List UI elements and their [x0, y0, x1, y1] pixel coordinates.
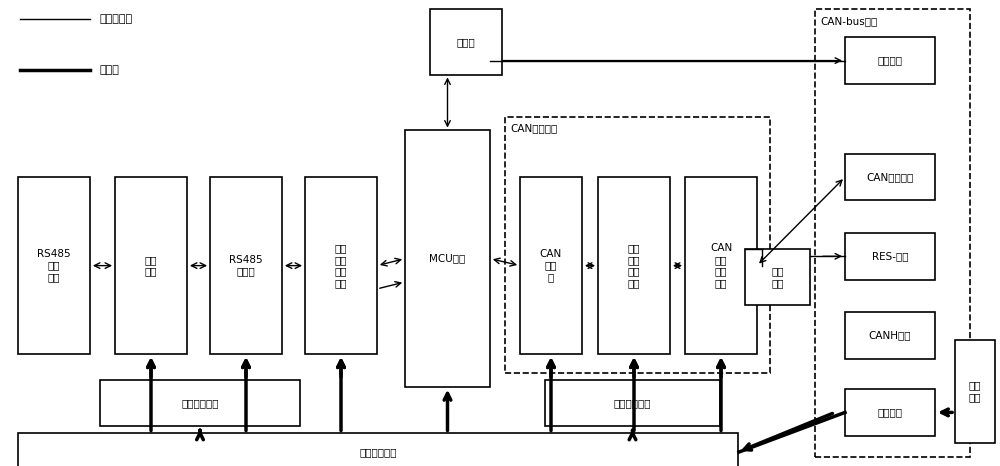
Text: CAN-bus接口: CAN-bus接口	[820, 16, 877, 26]
Text: 滤波
电路: 滤波 电路	[145, 255, 157, 276]
FancyBboxPatch shape	[845, 154, 935, 200]
Text: 第一隔离电路: 第一隔离电路	[614, 398, 651, 408]
Text: RES-接口: RES-接口	[872, 251, 908, 261]
Text: 配置接口: 配置接口	[878, 55, 902, 66]
Text: 终端
电阻: 终端 电阻	[771, 267, 784, 288]
FancyBboxPatch shape	[18, 177, 90, 354]
Text: RS485
收发器: RS485 收发器	[229, 255, 263, 276]
Text: RS485
串行
接口: RS485 串行 接口	[37, 249, 71, 282]
FancyBboxPatch shape	[100, 380, 300, 426]
FancyBboxPatch shape	[598, 177, 670, 354]
FancyBboxPatch shape	[745, 249, 810, 305]
Text: 外部
电源: 外部 电源	[969, 381, 981, 402]
Text: 电源线: 电源线	[100, 65, 120, 75]
Text: 电源转换模块: 电源转换模块	[359, 447, 397, 457]
Text: 存储器: 存储器	[457, 37, 475, 47]
FancyBboxPatch shape	[210, 177, 282, 354]
Text: CAN
控制
器: CAN 控制 器	[540, 249, 562, 282]
FancyBboxPatch shape	[845, 37, 935, 84]
Text: 数据连接线: 数据连接线	[100, 14, 133, 24]
FancyBboxPatch shape	[305, 177, 377, 354]
FancyBboxPatch shape	[955, 340, 995, 443]
FancyBboxPatch shape	[405, 130, 490, 387]
Text: CANH接口: CANH接口	[869, 330, 911, 341]
Text: CAN通信模块: CAN通信模块	[510, 123, 557, 133]
FancyBboxPatch shape	[845, 312, 935, 359]
FancyBboxPatch shape	[685, 177, 757, 354]
FancyBboxPatch shape	[545, 380, 720, 426]
FancyBboxPatch shape	[845, 233, 935, 280]
Text: CAN总线接口: CAN总线接口	[866, 172, 914, 182]
FancyBboxPatch shape	[115, 177, 187, 354]
Text: 电源接口: 电源接口	[878, 407, 902, 418]
Text: MCU芯片: MCU芯片	[429, 254, 466, 264]
FancyBboxPatch shape	[18, 433, 738, 466]
Text: 第二隔离电路: 第二隔离电路	[181, 398, 219, 408]
Text: 第一
光电
隔离
模块: 第一 光电 隔离 模块	[335, 243, 347, 288]
FancyBboxPatch shape	[520, 177, 582, 354]
Text: 第二
光电
隔离
模块: 第二 光电 隔离 模块	[628, 243, 640, 288]
FancyBboxPatch shape	[845, 389, 935, 436]
FancyBboxPatch shape	[430, 9, 502, 75]
Text: CAN
总线
收发
电路: CAN 总线 收发 电路	[710, 243, 732, 288]
